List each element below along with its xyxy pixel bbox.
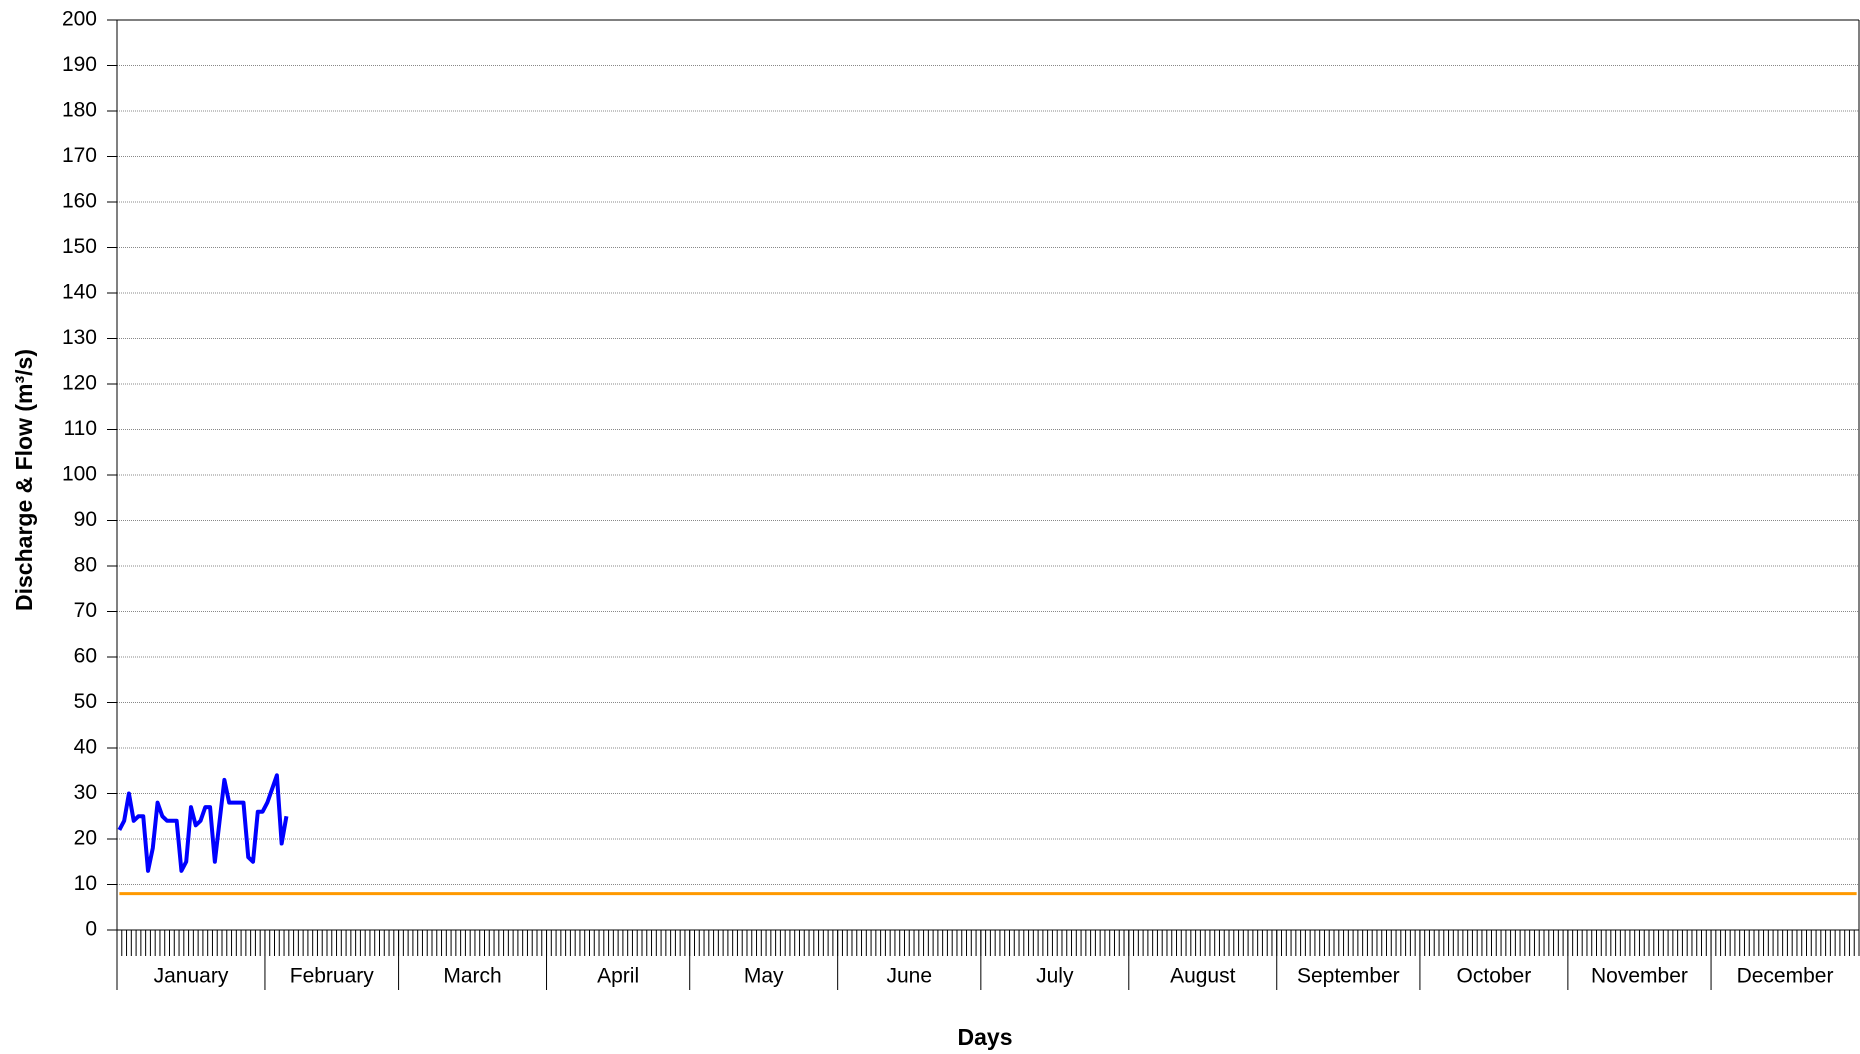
y-tick-label: 120 — [62, 372, 97, 395]
y-tick-label: 130 — [62, 326, 97, 349]
x-tick-label: February — [290, 965, 375, 988]
y-tick-label: 170 — [62, 144, 97, 167]
x-tick-label: June — [886, 965, 932, 988]
x-tick-label: October — [1457, 965, 1532, 988]
x-tick-label: December — [1737, 965, 1834, 988]
y-tick-label: 10 — [74, 872, 97, 895]
y-tick-label: 30 — [74, 781, 97, 804]
y-tick-label: 150 — [62, 235, 97, 258]
x-tick-label: September — [1297, 965, 1400, 988]
y-tick-label: 20 — [74, 827, 97, 850]
x-tick-label: April — [597, 965, 639, 988]
line-series — [117, 773, 289, 873]
y-axis-label: Discharge & Flow (m³/s) — [11, 349, 37, 611]
x-tick-label: November — [1591, 965, 1688, 988]
y-tick-label: 190 — [62, 53, 97, 76]
y-tick-label: 80 — [74, 554, 97, 577]
y-tick-label: 180 — [62, 99, 97, 122]
x-tick-label: May — [744, 965, 784, 988]
y-tick-label: 200 — [62, 8, 97, 31]
y-tick-label: 100 — [62, 463, 97, 486]
y-tick-label: 60 — [74, 645, 97, 668]
y-tick-label: 40 — [74, 736, 97, 759]
y-tick-label: 0 — [85, 918, 97, 941]
y-tick-label: 50 — [74, 690, 97, 713]
y-tick-label: 90 — [74, 508, 97, 531]
x-tick-label: January — [154, 965, 229, 988]
y-tick-label: 160 — [62, 190, 97, 213]
x-axis-label: Days — [958, 1024, 1013, 1050]
y-tick-label: 110 — [64, 417, 97, 440]
x-tick-label: March — [443, 965, 501, 988]
y-tick-label: 140 — [62, 281, 97, 304]
y-tick-label: 70 — [74, 599, 97, 622]
x-tick-label: August — [1170, 965, 1236, 988]
x-tick-label: July — [1036, 965, 1074, 988]
